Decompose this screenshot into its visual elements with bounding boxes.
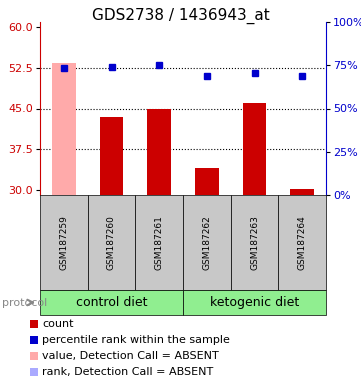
- Text: control diet: control diet: [76, 296, 147, 309]
- Bar: [100, 117, 123, 195]
- Bar: [195, 168, 219, 195]
- Text: count: count: [42, 319, 74, 329]
- Bar: [147, 109, 171, 195]
- Text: GSM187263: GSM187263: [250, 215, 259, 270]
- Text: GSM187259: GSM187259: [59, 215, 68, 270]
- Text: ketogenic diet: ketogenic diet: [210, 296, 299, 309]
- Text: GSM187262: GSM187262: [202, 215, 211, 270]
- Text: percentile rank within the sample: percentile rank within the sample: [42, 335, 230, 345]
- Text: GSM187264: GSM187264: [298, 215, 306, 270]
- Text: rank, Detection Call = ABSENT: rank, Detection Call = ABSENT: [42, 367, 213, 377]
- Bar: [290, 189, 314, 195]
- Text: protocol: protocol: [2, 298, 47, 308]
- Text: GSM187260: GSM187260: [107, 215, 116, 270]
- Bar: [243, 103, 266, 195]
- Text: GSM187261: GSM187261: [155, 215, 164, 270]
- Text: value, Detection Call = ABSENT: value, Detection Call = ABSENT: [42, 351, 219, 361]
- Text: GDS2738 / 1436943_at: GDS2738 / 1436943_at: [92, 8, 269, 24]
- Bar: [52, 63, 76, 195]
